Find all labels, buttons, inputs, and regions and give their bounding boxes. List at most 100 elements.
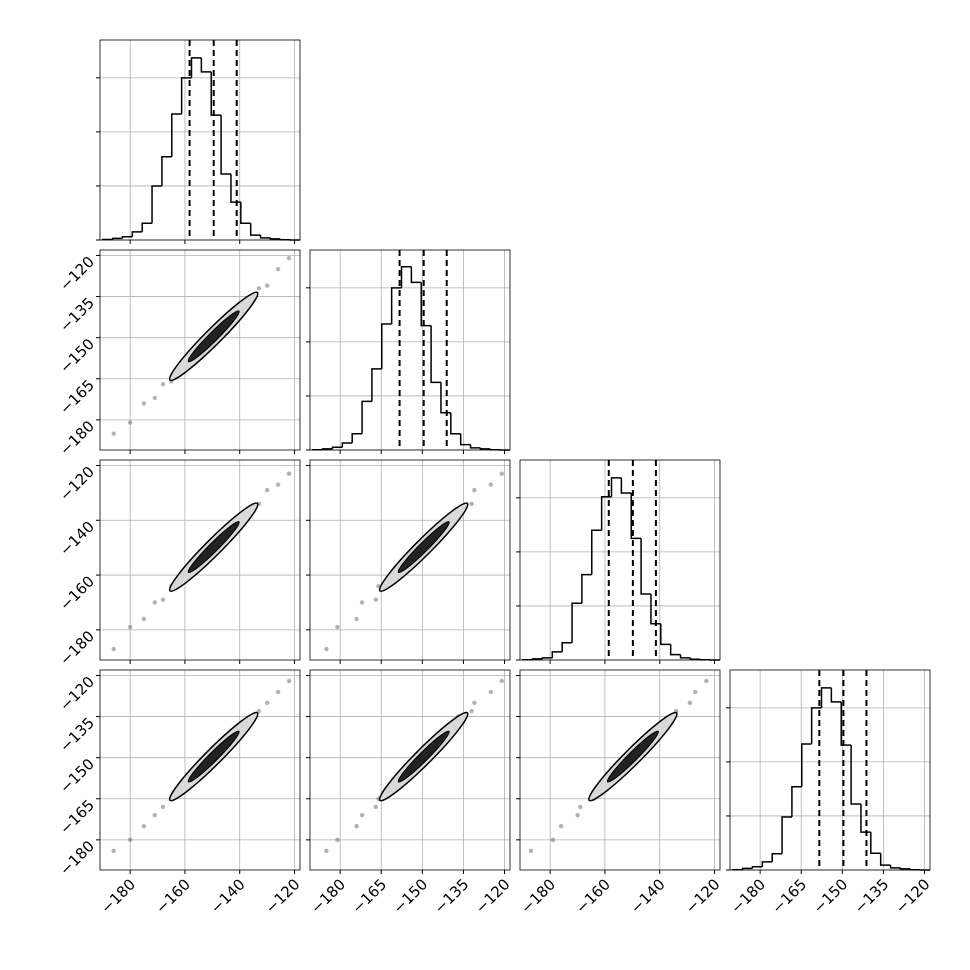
x-tick-label: −180 bbox=[517, 875, 559, 917]
histogram-step bbox=[111, 237, 123, 240]
sample-point bbox=[127, 837, 133, 843]
histogram-step bbox=[531, 658, 543, 660]
sample-point bbox=[469, 501, 474, 507]
sample-point bbox=[693, 689, 698, 695]
histogram-step bbox=[741, 867, 753, 870]
histogram-step bbox=[240, 202, 251, 224]
x-tick-label: −160 bbox=[572, 875, 614, 917]
histogram-step bbox=[679, 654, 691, 659]
x-tick-label: −150 bbox=[809, 875, 851, 917]
sample-point bbox=[469, 708, 474, 714]
y-tick-label: −165 bbox=[56, 376, 98, 418]
histogram-step bbox=[761, 861, 773, 867]
histogram-step bbox=[571, 602, 582, 643]
y-tick-label: −135 bbox=[56, 714, 98, 756]
histogram-step bbox=[400, 266, 412, 288]
sample-point bbox=[488, 482, 494, 487]
x-tick-label: −140 bbox=[627, 875, 669, 917]
y-tick-label: −160 bbox=[56, 572, 98, 614]
histogram-step bbox=[420, 282, 432, 327]
histogram-step bbox=[430, 325, 441, 384]
histogram-step bbox=[791, 786, 802, 818]
histogram-step bbox=[220, 115, 231, 175]
sample-point bbox=[160, 804, 166, 810]
panel-frame bbox=[99, 39, 301, 241]
histogram-step bbox=[171, 113, 182, 157]
histogram-step bbox=[771, 853, 783, 862]
sample-point bbox=[111, 431, 116, 436]
sample-point bbox=[359, 600, 365, 605]
sample-point bbox=[373, 804, 378, 810]
sample-point bbox=[558, 823, 564, 829]
panel-frame bbox=[99, 459, 301, 661]
x-tick-label: −160 bbox=[152, 875, 194, 917]
histogram-step bbox=[351, 433, 363, 443]
sample-point bbox=[286, 256, 292, 261]
x-tick-label: −120 bbox=[892, 875, 934, 917]
histogram-step bbox=[810, 707, 822, 745]
x-tick-label: −135 bbox=[851, 875, 893, 917]
sample-point bbox=[373, 597, 378, 602]
sample-point bbox=[264, 283, 270, 288]
y-tick-label: −150 bbox=[56, 335, 98, 377]
histogram-step bbox=[840, 701, 852, 746]
histogram-step bbox=[860, 804, 871, 833]
sample-point bbox=[687, 700, 693, 706]
sample-point bbox=[127, 624, 133, 630]
panel-frame bbox=[519, 669, 721, 871]
y-tick-label: −120 bbox=[56, 673, 98, 715]
sample-point bbox=[335, 624, 340, 630]
sample-point bbox=[160, 597, 166, 602]
panel-frame bbox=[519, 459, 721, 661]
sample-point bbox=[275, 689, 281, 695]
histogram-step bbox=[210, 71, 222, 116]
histogram-step bbox=[200, 57, 212, 73]
histogram-step bbox=[870, 832, 881, 854]
histogram-step bbox=[650, 594, 661, 625]
sample-point bbox=[152, 395, 157, 401]
histogram-step bbox=[131, 231, 143, 237]
x-tick-label: −120 bbox=[262, 875, 304, 917]
density-core bbox=[397, 521, 450, 574]
sample-point bbox=[578, 804, 583, 810]
panel-frame bbox=[729, 669, 931, 871]
density-core bbox=[397, 730, 450, 783]
histogram-step bbox=[600, 496, 612, 531]
histogram-step bbox=[630, 492, 642, 540]
x-tick-label: −135 bbox=[431, 875, 473, 917]
sample-point bbox=[275, 266, 281, 272]
histogram-step bbox=[610, 477, 622, 497]
histogram-step bbox=[620, 477, 632, 494]
histogram-step bbox=[180, 77, 192, 115]
histogram-step bbox=[751, 866, 763, 869]
sample-point bbox=[152, 813, 157, 818]
panel-frame bbox=[309, 249, 511, 451]
x-tick-label: −165 bbox=[768, 875, 810, 917]
histogram-step bbox=[361, 400, 372, 434]
density-core bbox=[606, 730, 659, 783]
x-tick-label: −180 bbox=[727, 875, 769, 917]
x-tick-label: −150 bbox=[389, 875, 431, 917]
density-core bbox=[187, 730, 240, 783]
histogram-step bbox=[450, 412, 461, 435]
sample-point bbox=[324, 646, 329, 652]
y-tick-label: −180 bbox=[56, 627, 98, 669]
sample-point bbox=[286, 471, 292, 476]
y-tick-label: −135 bbox=[56, 294, 98, 336]
histogram-step bbox=[561, 641, 573, 652]
histogram-step bbox=[390, 287, 402, 325]
histogram-step bbox=[141, 222, 153, 232]
histogram-step bbox=[161, 156, 172, 186]
histogram-step bbox=[541, 657, 553, 659]
histogram-step bbox=[801, 743, 812, 787]
sample-point bbox=[141, 401, 147, 406]
x-tick-label: −120 bbox=[682, 875, 724, 917]
sample-point bbox=[575, 813, 580, 818]
sample-point bbox=[550, 837, 556, 843]
sample-point bbox=[704, 678, 709, 684]
histogram-step bbox=[479, 447, 491, 450]
histogram-step bbox=[591, 529, 602, 575]
histogram-step bbox=[371, 368, 382, 402]
sample-point bbox=[111, 646, 116, 652]
